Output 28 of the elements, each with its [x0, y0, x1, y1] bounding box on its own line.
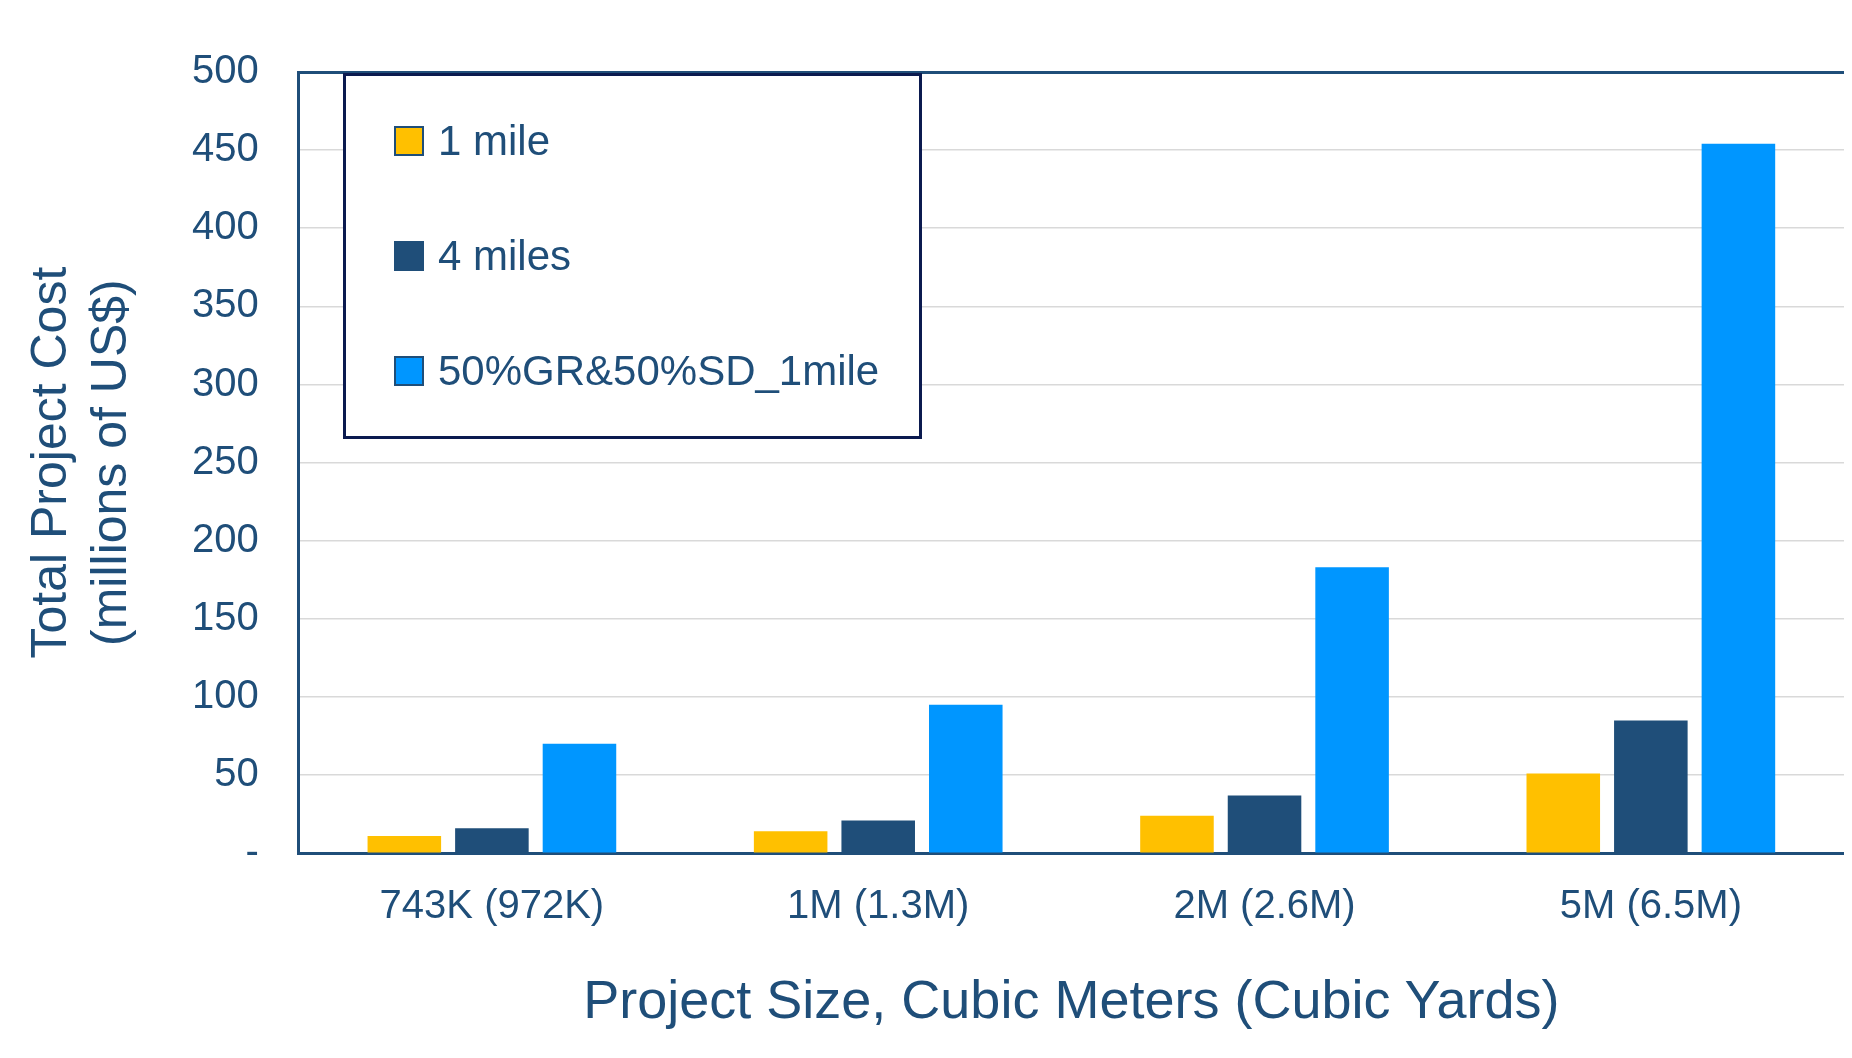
y-tick-label: 400	[191, 203, 259, 248]
bar	[367, 836, 442, 853]
bar	[1315, 567, 1389, 853]
y-tick-label: 450	[191, 125, 259, 170]
y-tick-label: 300	[191, 359, 259, 404]
y-axis-title: Total Project Cost (millions of US$)	[20, 266, 137, 659]
y-tick-label: 150	[191, 593, 259, 638]
x-tick-label: 1M (1.3M)	[787, 882, 970, 927]
y-tick-label: 100	[191, 671, 259, 716]
bar	[1701, 143, 1776, 853]
y-tick-label: 200	[191, 515, 259, 560]
bar	[1140, 815, 1214, 853]
x-axis-title: Project Size, Cubic Meters (Cubic Yards)	[583, 969, 1560, 1030]
legend-label: 50%GR&50%SD_1mile	[438, 347, 880, 395]
y-tick-label: 500	[191, 47, 259, 92]
bar	[753, 831, 828, 853]
x-tick-label: 2M (2.6M)	[1173, 882, 1356, 927]
y-tick-label: 350	[191, 281, 259, 326]
legend-label: 4 miles	[438, 232, 572, 280]
bar	[1526, 773, 1601, 853]
y-tick-label: 50	[214, 750, 259, 795]
y-tick-label: 250	[191, 437, 259, 482]
legend-label: 1 mile	[438, 117, 551, 165]
y-tick-label: -	[245, 828, 259, 873]
x-tick-label: 743K (972K)	[379, 882, 605, 927]
bar	[542, 743, 617, 853]
x-tick-label: 5M (6.5M)	[1559, 882, 1742, 927]
bar	[929, 704, 1003, 853]
